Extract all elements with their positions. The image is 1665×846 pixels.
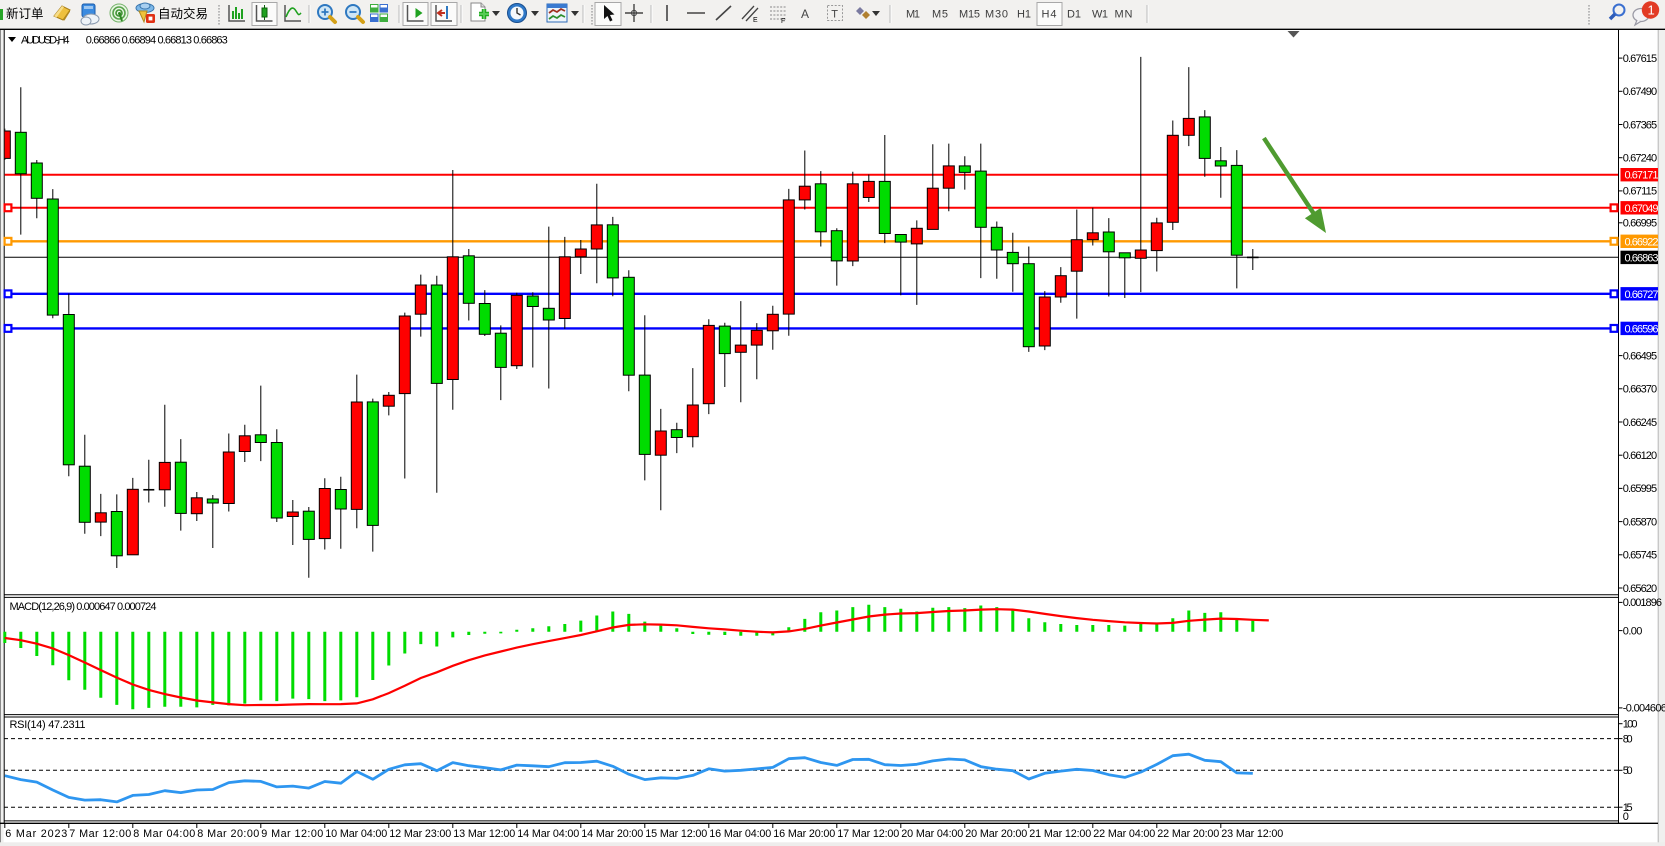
svg-text:自动交易: 自动交易 — [158, 6, 208, 21]
svg-text:0.65620: 0.65620 — [1623, 583, 1657, 595]
svg-text:21 Mar 12:00: 21 Mar 12:00 — [1029, 828, 1091, 840]
svg-text:M5: M5 — [932, 9, 948, 21]
svg-text:M30: M30 — [985, 9, 1008, 21]
svg-text:H1: H1 — [1017, 9, 1031, 21]
svg-text:T: T — [831, 9, 838, 21]
svg-text:0.00: 0.00 — [1623, 625, 1643, 637]
svg-text:0.66922: 0.66922 — [1625, 236, 1659, 248]
svg-text:D1: D1 — [1067, 9, 1081, 21]
svg-text:0.67365: 0.67365 — [1623, 119, 1657, 131]
svg-text:0.66863: 0.66863 — [1625, 252, 1659, 264]
svg-text:W1: W1 — [1092, 9, 1108, 21]
svg-text:14 Mar 20:00: 14 Mar 20:00 — [581, 828, 643, 840]
svg-text:10 Mar 04:00: 10 Mar 04:00 — [325, 828, 387, 840]
svg-text:0.67115: 0.67115 — [1623, 186, 1657, 198]
svg-text:0.67490: 0.67490 — [1623, 86, 1657, 98]
svg-text:1: 1 — [1648, 3, 1655, 18]
svg-text:0.65995: 0.65995 — [1623, 483, 1657, 495]
svg-text:6 Mar 2023: 6 Mar 2023 — [5, 828, 67, 840]
svg-text:AUDUSD-,H4: AUDUSD-,H4 — [21, 35, 70, 47]
svg-text:0.66866 0.66894 0.66813 0.6686: 0.66866 0.66894 0.66813 0.66863 — [86, 35, 228, 47]
svg-text:0: 0 — [1623, 811, 1629, 823]
svg-text:22 Mar 20:00: 22 Mar 20:00 — [1157, 828, 1219, 840]
svg-text:MN: MN — [1115, 9, 1133, 21]
svg-text:MACD(12,26,9) 0.000647 0.00072: MACD(12,26,9) 0.000647 0.000724 — [10, 601, 157, 613]
svg-text:0.67049: 0.67049 — [1625, 203, 1659, 215]
svg-text:8 Mar 04:00: 8 Mar 04:00 — [133, 828, 195, 840]
svg-text:50: 50 — [1623, 765, 1633, 777]
svg-text:100: 100 — [1623, 719, 1638, 731]
svg-text:13 Mar 12:00: 13 Mar 12:00 — [453, 828, 515, 840]
svg-text:20 Mar 04:00: 20 Mar 04:00 — [901, 828, 963, 840]
svg-text:0.66370: 0.66370 — [1623, 384, 1657, 396]
svg-text:0.67615: 0.67615 — [1623, 53, 1657, 65]
svg-text:15: 15 — [1623, 802, 1633, 814]
svg-text:0.67171: 0.67171 — [1625, 170, 1659, 182]
svg-text:12 Mar 23:00: 12 Mar 23:00 — [389, 828, 451, 840]
svg-text:0.001896: 0.001896 — [1623, 597, 1662, 609]
svg-text:M1: M1 — [906, 9, 920, 21]
svg-text:14 Mar 04:00: 14 Mar 04:00 — [517, 828, 579, 840]
svg-text:0.65870: 0.65870 — [1623, 516, 1657, 528]
svg-text:M15: M15 — [959, 9, 980, 21]
svg-text:A: A — [801, 7, 809, 21]
svg-text:0.65745: 0.65745 — [1623, 550, 1657, 562]
svg-text:16 Mar 04:00: 16 Mar 04:00 — [709, 828, 771, 840]
svg-text:0.66120: 0.66120 — [1623, 450, 1657, 462]
svg-text:15 Mar 12:00: 15 Mar 12:00 — [645, 828, 707, 840]
svg-text:17 Mar 12:00: 17 Mar 12:00 — [837, 828, 899, 840]
svg-text:新订单: 新订单 — [6, 6, 44, 21]
svg-text:0.66245: 0.66245 — [1623, 417, 1657, 429]
svg-text:0.66727: 0.66727 — [1625, 289, 1659, 301]
svg-text:-0.004606: -0.004606 — [1623, 703, 1665, 715]
svg-text:H4: H4 — [1042, 9, 1057, 21]
svg-text:80: 80 — [1623, 733, 1633, 745]
svg-text:8 Mar 20:00: 8 Mar 20:00 — [197, 828, 259, 840]
svg-text:F: F — [781, 18, 785, 25]
svg-text:7 Mar 12:00: 7 Mar 12:00 — [69, 828, 131, 840]
svg-text:16 Mar 20:00: 16 Mar 20:00 — [773, 828, 835, 840]
svg-text:0.67240: 0.67240 — [1623, 153, 1657, 165]
svg-text:20 Mar 20:00: 20 Mar 20:00 — [965, 828, 1027, 840]
svg-text:23 Mar 12:00: 23 Mar 12:00 — [1221, 828, 1283, 840]
svg-text:0.66495: 0.66495 — [1623, 350, 1657, 362]
svg-text:RSI(14) 47.2311: RSI(14) 47.2311 — [10, 719, 86, 731]
svg-text:0.66596: 0.66596 — [1625, 323, 1659, 335]
svg-text:9 Mar 12:00: 9 Mar 12:00 — [261, 828, 323, 840]
svg-text:0.66995: 0.66995 — [1623, 218, 1657, 230]
svg-text:E: E — [753, 17, 758, 24]
svg-text:22 Mar 04:00: 22 Mar 04:00 — [1093, 828, 1155, 840]
